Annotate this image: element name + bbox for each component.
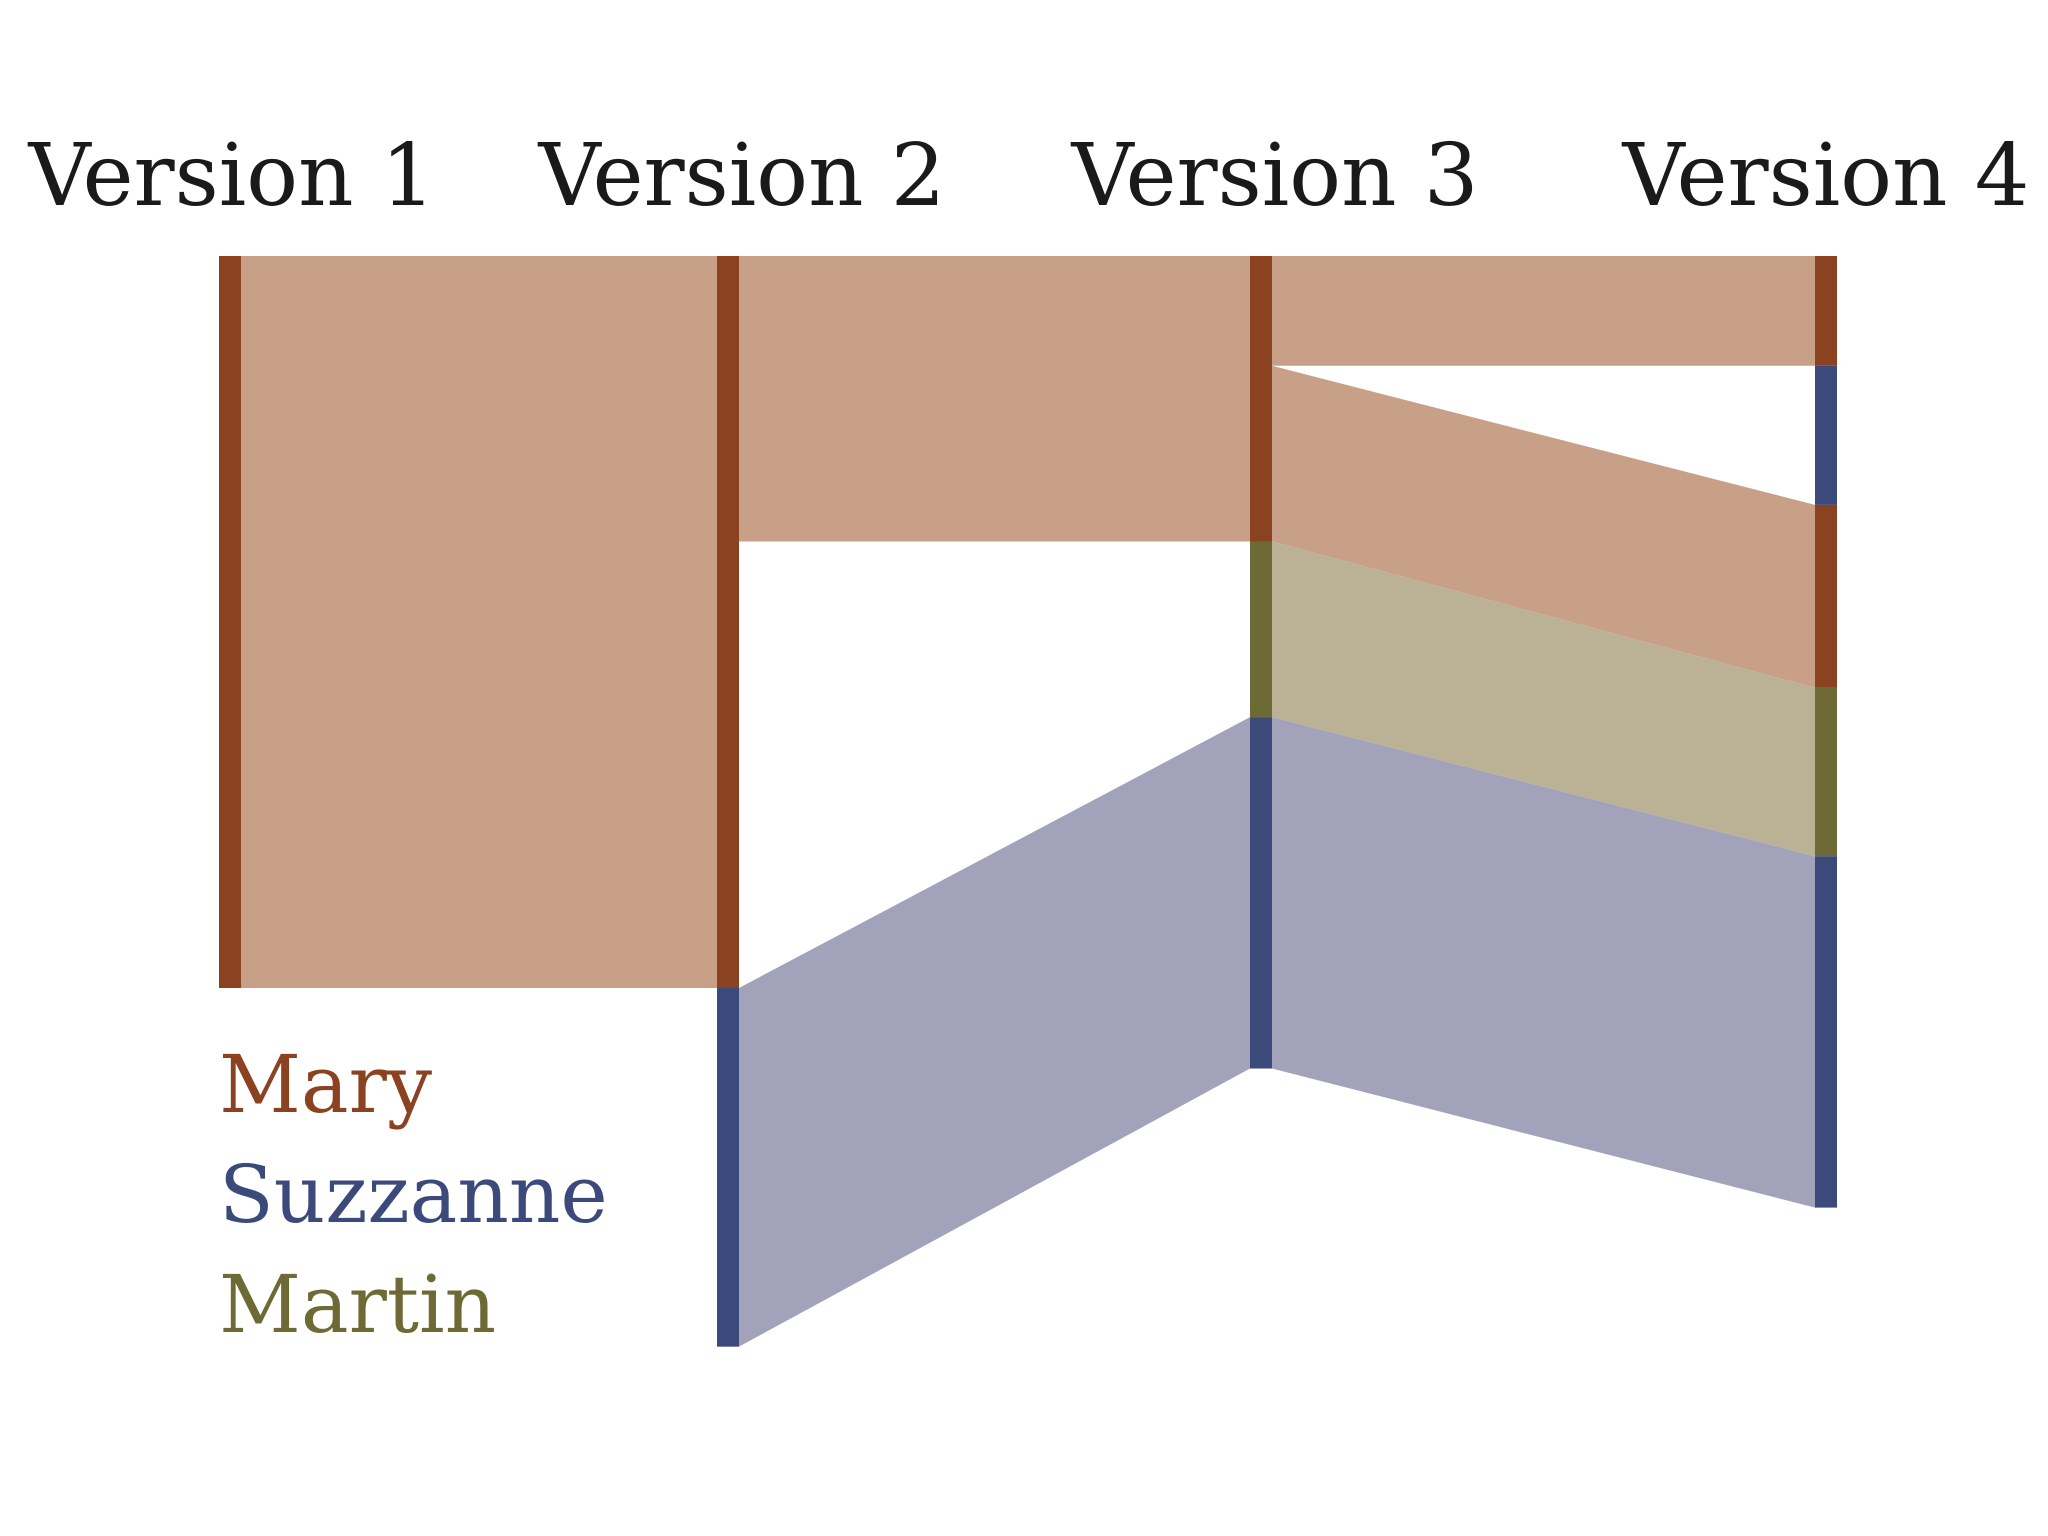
version-4-segment-suzzanne-2: [1815, 366, 1837, 505]
version-4-segment-mary-3: [1815, 505, 1837, 688]
legend-martin: Martin: [219, 1258, 496, 1351]
version-2-segment-suzzanne-2: [717, 988, 739, 1347]
version-3-segment-martin-2: [1250, 541, 1272, 717]
version-2-segment-mary-1: [717, 256, 739, 988]
version-4-segment-suzzanne-5: [1815, 856, 1837, 1207]
version-4-segment-martin-4: [1815, 688, 1837, 856]
version-1-segment-mary-1: [219, 256, 241, 988]
version-4-segment-mary-1: [1815, 256, 1837, 366]
version-label-2: Version 2: [537, 126, 945, 226]
version-label-4: Version 4: [1621, 126, 2029, 226]
version-3-segment-suzzanne-3: [1250, 717, 1272, 1068]
version-label-3: Version 3: [1070, 126, 1478, 226]
legend-suzzanne: Suzzanne: [219, 1148, 608, 1241]
flow-band-suzzanne-3: [739, 717, 1250, 1347]
flow-band-mary-2: [739, 256, 1250, 541]
flow-band-mary-4: [1272, 256, 1815, 366]
flow-band-mary-1: [241, 256, 717, 988]
legend-mary: Mary: [219, 1038, 432, 1131]
version-3-segment-mary-1: [1250, 256, 1272, 541]
version-label-1: Version 1: [27, 126, 435, 226]
